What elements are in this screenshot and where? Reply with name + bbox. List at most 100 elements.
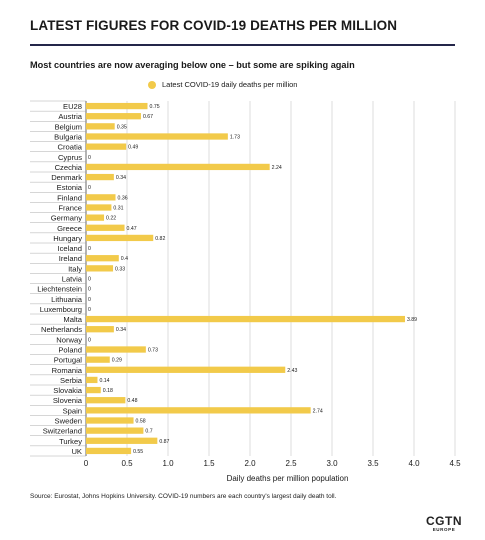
category-label: Lithuania: [51, 295, 83, 304]
bar-value-label: 0.58: [136, 419, 146, 425]
bar-value-label: 0.31: [113, 206, 123, 212]
bar-value-label: 0.22: [106, 216, 116, 222]
logo-subtext: EUROPE: [432, 527, 456, 532]
bar-value-label: 0.36: [118, 195, 128, 201]
category-label: Germany: [51, 214, 82, 223]
bar: [86, 417, 134, 424]
legend-label: Latest COVID-19 daily deaths per million: [162, 80, 298, 89]
bar-value-label: 3.89: [407, 317, 417, 323]
bar: [86, 447, 132, 455]
category-label: Hungary: [53, 234, 82, 243]
bar: [86, 326, 114, 333]
category-label: Bulgaria: [54, 133, 83, 142]
bar: [86, 234, 154, 242]
bar: [86, 194, 116, 201]
category-label: Switzerland: [43, 427, 82, 436]
bar-value-label: 2.24: [272, 165, 282, 171]
category-label: Portugal: [54, 356, 83, 365]
bar: [86, 427, 144, 434]
logo-text: CGTN: [426, 514, 462, 528]
bar-value-label: 0.34: [116, 327, 126, 333]
category-label: Poland: [58, 346, 82, 355]
source-note: Source: Eurostat, Johns Hopkins Universi…: [30, 493, 337, 500]
bar: [86, 437, 158, 444]
category-label: Croatia: [58, 143, 83, 152]
bar-value-label: 0.82: [155, 236, 165, 242]
category-label: Ireland: [59, 254, 82, 263]
bar-value-label: 0: [88, 277, 91, 283]
category-label: Belgium: [55, 122, 82, 131]
bar-value-label: 0.29: [112, 358, 122, 364]
category-label: Slovenia: [53, 396, 83, 405]
category-label: Liechtenstein: [37, 285, 82, 294]
bar: [86, 386, 101, 394]
chart-subtitle: Most countries are now averaging below o…: [30, 60, 355, 70]
category-label: Norway: [56, 335, 82, 344]
category-label: Greece: [57, 224, 82, 233]
bar-value-label: 2.43: [287, 368, 297, 374]
category-label: UK: [71, 447, 82, 456]
title-divider: [30, 44, 455, 46]
x-tick-label: 2.5: [285, 459, 297, 468]
bar-value-label: 0.14: [99, 378, 109, 384]
bar-value-label: 0.67: [143, 114, 153, 120]
category-label: Latvia: [62, 275, 83, 284]
bar-value-label: 0.73: [148, 348, 158, 354]
bar-value-label: 0: [88, 155, 91, 161]
category-label: Iceland: [58, 244, 83, 253]
bar: [86, 397, 126, 404]
category-label: Serbia: [60, 376, 83, 385]
legend-swatch: [148, 80, 156, 89]
category-label: Malta: [63, 315, 82, 324]
bar: [86, 224, 125, 231]
bar: [86, 133, 228, 140]
bar: [86, 113, 141, 120]
bar-value-label: 0: [88, 246, 91, 252]
bar-value-label: 0.34: [116, 175, 126, 181]
x-tick-label: 1.5: [203, 459, 215, 468]
category-label: Romania: [52, 366, 83, 375]
cgtn-logo: CGTN EUROPE: [426, 515, 462, 533]
category-label: France: [58, 204, 82, 213]
bar: [86, 356, 110, 363]
bar: [86, 255, 119, 262]
category-label: Estonia: [57, 183, 83, 192]
bar-value-label: 0.4: [121, 256, 128, 262]
bar: [86, 265, 114, 272]
category-label: Italy: [68, 264, 82, 273]
x-tick-label: 2.0: [244, 459, 256, 468]
bar: [86, 346, 146, 353]
bar: [86, 315, 405, 323]
x-tick-label: 4.5: [449, 459, 461, 468]
bar-value-label: 0: [88, 287, 91, 293]
bar: [86, 407, 311, 414]
bar-value-label: 0.18: [103, 388, 113, 394]
category-label: Luxembourg: [40, 305, 82, 314]
x-tick-label: 3.0: [326, 459, 338, 468]
x-tick-label: 3.5: [367, 459, 379, 468]
category-label: EU28: [63, 102, 82, 111]
x-axis-title: Daily deaths per million population: [226, 474, 349, 483]
chart-legend: Latest COVID-19 daily deaths per million: [148, 80, 297, 89]
bar: [86, 163, 270, 171]
x-tick-label: 1.0: [162, 459, 174, 468]
bar-value-label: 0: [88, 297, 91, 303]
x-tick-label: 0.5: [121, 459, 133, 468]
bar-value-label: 0.87: [159, 439, 169, 445]
chart-title: LATEST FIGURES FOR COVID-19 DEATHS PER M…: [30, 18, 398, 33]
bar-value-label: 0: [88, 185, 91, 191]
bar-value-label: 0.35: [117, 124, 127, 130]
bar: [86, 123, 115, 130]
bar-value-label: 0: [88, 307, 91, 313]
bar: [86, 173, 114, 181]
category-label: Austria: [58, 112, 82, 121]
bar: [86, 143, 127, 150]
category-label: Czechia: [55, 163, 83, 172]
category-label: Finland: [57, 193, 82, 202]
category-label: Denmark: [51, 173, 82, 182]
bar-value-label: 0.7: [145, 429, 152, 435]
bar: [86, 214, 105, 221]
bar: [86, 204, 112, 211]
